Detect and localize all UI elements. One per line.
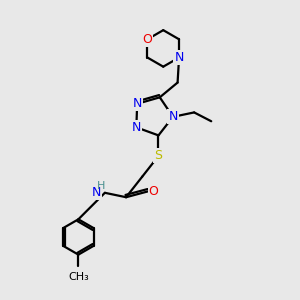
Text: O: O bbox=[142, 33, 152, 46]
Text: N: N bbox=[168, 110, 178, 123]
Text: S: S bbox=[154, 149, 163, 163]
Text: N: N bbox=[92, 186, 101, 199]
Text: N: N bbox=[133, 97, 142, 110]
Text: N: N bbox=[174, 51, 184, 64]
Text: CH₃: CH₃ bbox=[68, 272, 89, 282]
Text: N: N bbox=[132, 121, 141, 134]
Text: O: O bbox=[148, 185, 158, 198]
Text: H: H bbox=[97, 181, 106, 191]
